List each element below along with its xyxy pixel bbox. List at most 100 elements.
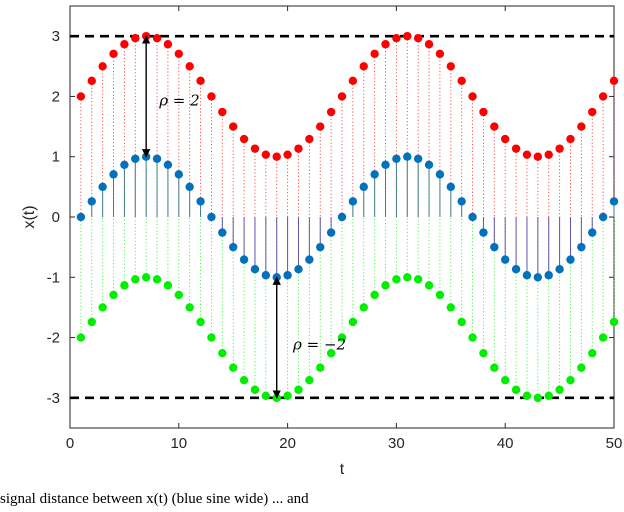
- point-base: [294, 265, 303, 274]
- point-upper: [316, 122, 325, 131]
- point-lower: [490, 363, 499, 372]
- point-upper: [294, 144, 303, 153]
- point-base: [76, 212, 86, 222]
- point-base: [370, 170, 379, 179]
- point-lower: [294, 385, 303, 394]
- point-lower: [174, 290, 183, 300]
- point-upper: [76, 92, 86, 101]
- point-upper: [392, 33, 401, 43]
- y-tick-label: -2: [47, 330, 60, 347]
- point-lower: [522, 391, 532, 401]
- point-lower: [381, 281, 390, 290]
- point-lower: [250, 385, 260, 394]
- point-upper: [544, 150, 553, 159]
- point-base: [109, 170, 118, 179]
- x-tick-label: 20: [279, 435, 296, 452]
- point-upper: [185, 62, 194, 71]
- point-upper: [326, 107, 336, 117]
- point-base: [479, 228, 488, 237]
- point-lower: [98, 303, 107, 312]
- point-base: [120, 160, 129, 169]
- y-tick-label: -1: [47, 269, 60, 286]
- point-lower: [413, 275, 423, 284]
- point-upper: [435, 49, 445, 59]
- annotations: ρ = 2 ρ = −2: [141, 35, 346, 399]
- point-lower: [609, 317, 619, 327]
- point-base: [207, 212, 216, 222]
- point-base: [283, 271, 292, 280]
- point-upper: [120, 40, 129, 49]
- stems-layer: [80, 36, 615, 398]
- point-base: [446, 182, 455, 192]
- point-upper: [337, 92, 347, 101]
- point-base: [392, 154, 401, 163]
- point-lower: [141, 273, 151, 282]
- point-upper: [457, 76, 466, 86]
- point-lower: [185, 303, 194, 312]
- point-lower: [163, 281, 173, 290]
- point-lower: [370, 290, 379, 300]
- point-lower: [261, 391, 271, 401]
- point-lower: [457, 317, 466, 327]
- point-base: [413, 154, 423, 163]
- point-upper: [109, 49, 118, 59]
- point-base: [457, 197, 466, 206]
- point-base: [468, 212, 477, 222]
- point-lower: [239, 375, 249, 385]
- point-lower: [392, 275, 401, 284]
- point-base: [131, 154, 140, 163]
- point-upper: [348, 76, 358, 86]
- point-lower: [577, 363, 586, 372]
- point-upper: [533, 152, 543, 161]
- figure-caption: signal distance between x(t) (blue sine …: [0, 491, 309, 507]
- point-lower: [479, 348, 488, 358]
- point-base: [544, 271, 553, 280]
- y-axis-label: x(t): [21, 205, 38, 228]
- point-lower: [305, 375, 314, 385]
- point-upper: [272, 152, 281, 161]
- point-base: [403, 152, 412, 161]
- point-upper: [131, 33, 140, 43]
- point-upper: [588, 107, 597, 117]
- point-base: [490, 242, 499, 252]
- point-base: [163, 160, 173, 169]
- point-lower: [152, 275, 162, 284]
- point-base: [511, 265, 521, 274]
- point-base: [533, 273, 543, 282]
- point-lower: [566, 375, 575, 385]
- point-lower: [131, 275, 140, 284]
- y-tick-label: 3: [52, 28, 60, 45]
- point-lower: [359, 303, 368, 312]
- point-upper: [87, 76, 96, 86]
- point-lower: [207, 333, 216, 342]
- point-lower: [446, 303, 455, 312]
- point-lower: [403, 273, 412, 282]
- point-lower: [348, 317, 358, 327]
- point-upper: [207, 92, 216, 101]
- point-base: [381, 160, 390, 169]
- point-base: [326, 228, 336, 237]
- x-tick-label: 30: [388, 435, 405, 452]
- point-upper: [261, 150, 271, 159]
- point-base: [598, 212, 608, 222]
- point-upper: [218, 107, 227, 117]
- point-upper: [359, 62, 368, 71]
- point-base: [239, 255, 249, 264]
- point-lower: [120, 281, 129, 290]
- point-upper: [250, 144, 260, 153]
- point-upper: [239, 134, 249, 144]
- point-lower: [555, 385, 564, 394]
- x-tick-label: 0: [66, 435, 74, 452]
- point-lower: [326, 348, 336, 358]
- x-tick-label: 10: [170, 435, 187, 452]
- annotation-label: ρ = 2: [158, 91, 199, 109]
- point-lower: [598, 333, 608, 342]
- chart: ρ = 2 ρ = −2 0 10 20 30 40 50 -3 -2 -1 0 1 2 3 t x(t): [21, 5, 623, 478]
- y-tick-label: 2: [52, 88, 60, 105]
- tick-labels: 0 10 20 30 40 50 -3 -2 -1 0 1 2 3: [47, 28, 623, 452]
- point-lower: [109, 290, 118, 300]
- point-base: [218, 228, 227, 237]
- point-upper: [609, 76, 619, 86]
- point-upper: [196, 76, 205, 86]
- point-upper: [490, 122, 499, 131]
